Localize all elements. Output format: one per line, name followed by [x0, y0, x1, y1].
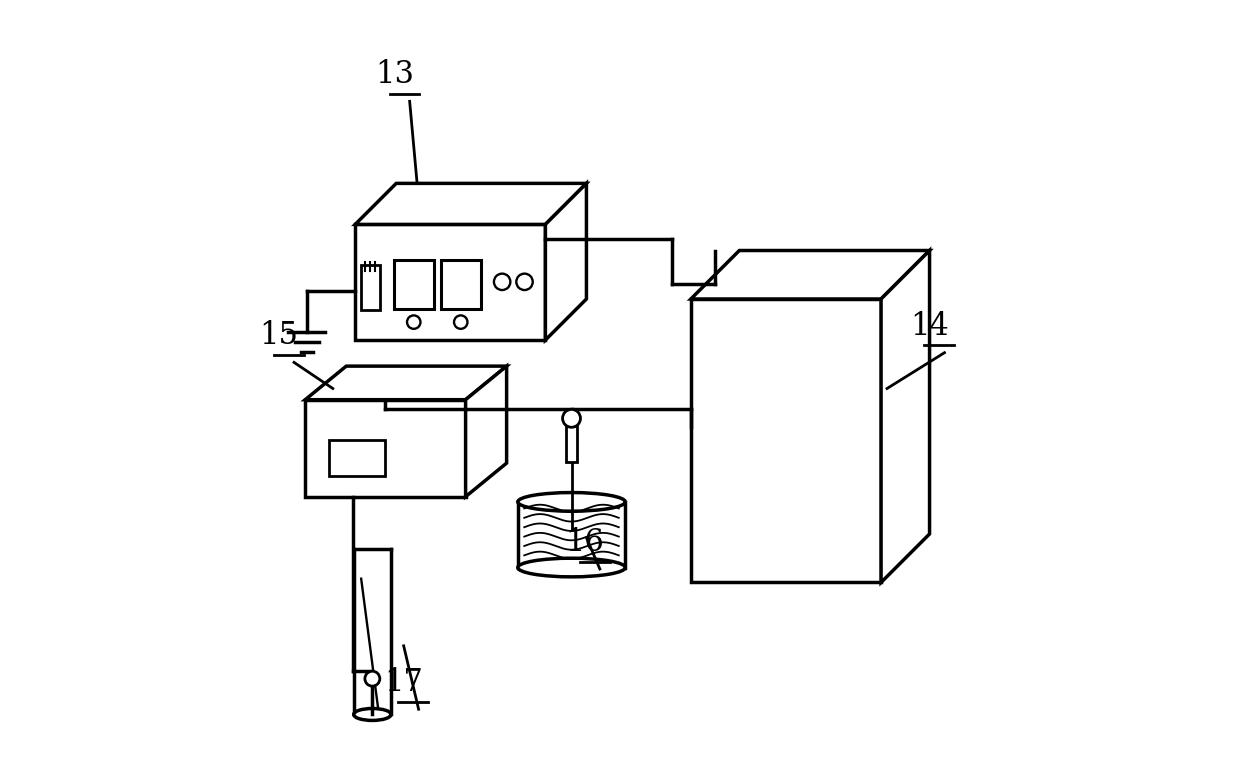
Polygon shape	[305, 366, 507, 399]
Polygon shape	[691, 250, 930, 299]
Circle shape	[407, 315, 420, 329]
Polygon shape	[305, 399, 465, 497]
Polygon shape	[882, 250, 930, 583]
Ellipse shape	[518, 493, 625, 511]
Ellipse shape	[353, 709, 391, 720]
Polygon shape	[355, 225, 546, 340]
Polygon shape	[394, 260, 434, 308]
Polygon shape	[691, 299, 882, 583]
Text: 13: 13	[376, 59, 414, 90]
Circle shape	[365, 671, 379, 686]
Ellipse shape	[518, 558, 625, 577]
Circle shape	[454, 315, 467, 329]
Polygon shape	[441, 260, 481, 308]
Polygon shape	[465, 366, 507, 497]
Text: 17: 17	[384, 667, 423, 698]
Polygon shape	[567, 426, 577, 462]
Text: 15: 15	[259, 320, 299, 351]
Circle shape	[563, 409, 580, 427]
Text: 14: 14	[910, 311, 949, 342]
Polygon shape	[546, 183, 587, 340]
Text: 16: 16	[565, 527, 604, 558]
Polygon shape	[355, 183, 587, 225]
